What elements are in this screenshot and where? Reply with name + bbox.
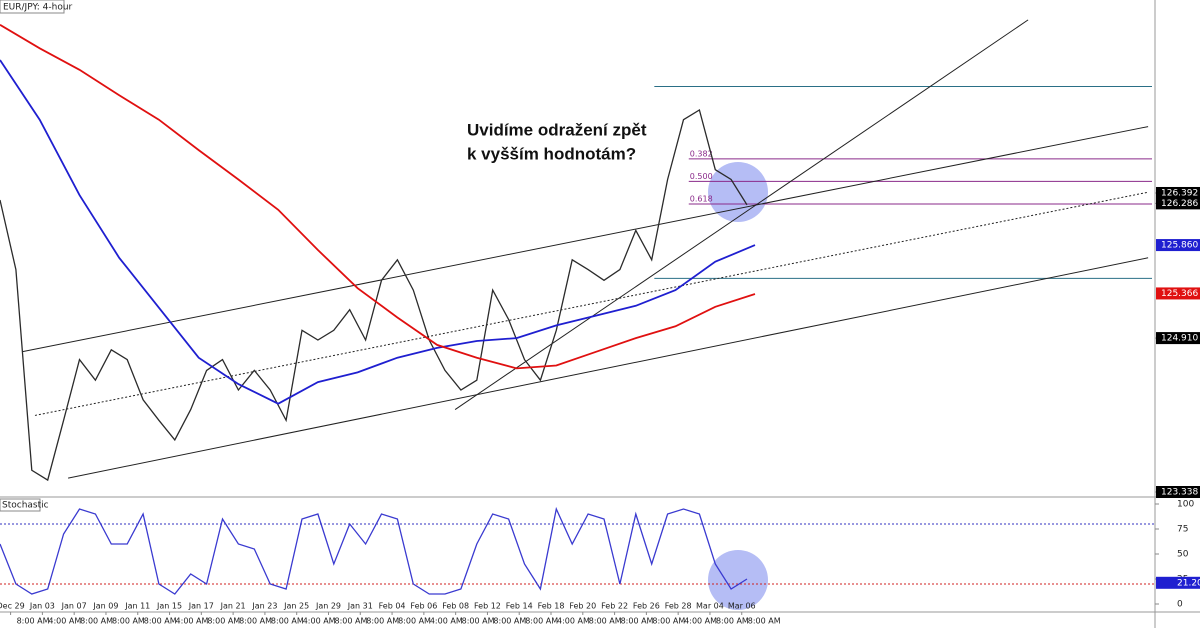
annotation: k vyšším hodnotám?	[467, 144, 636, 163]
series-line	[0, 108, 748, 482]
annotation: Uvidíme odražení zpět	[467, 120, 647, 139]
x-tick-label: Mar 04	[696, 602, 724, 611]
time-label: 8:00 AM	[748, 617, 781, 626]
trendline	[67, 257, 1149, 479]
time-label: 8:00 AM	[366, 617, 399, 626]
time-label: 8:00 AM	[462, 617, 495, 626]
x-tick-label: Jan 11	[124, 602, 150, 611]
time-label: 4:00 AM	[303, 617, 336, 626]
y-tick-label: 126.392	[1161, 188, 1198, 198]
time-label: 8:00 AM	[17, 617, 50, 626]
x-tick-label: Feb 18	[538, 602, 565, 611]
time-label: 4:00 AM	[176, 617, 209, 626]
time-label: 8:00 AM	[239, 617, 272, 626]
x-tick-label: Dec 29	[0, 602, 25, 611]
price-tag: 125.860	[1161, 241, 1198, 251]
price-tag-bg	[1156, 287, 1200, 300]
time-label: 8:00 AM	[493, 617, 526, 626]
time-label: 4:00 AM	[430, 617, 463, 626]
y-tick-label: 100	[1177, 500, 1194, 510]
level-label: 0.618	[690, 194, 713, 203]
y-tick-label: 124.910	[1161, 334, 1198, 344]
x-tick-label: Feb 14	[506, 602, 533, 611]
x-tick-label: Jan 25	[283, 602, 309, 611]
price-tag: 21.20	[1177, 578, 1200, 588]
time-label: 4:00 AM	[557, 617, 590, 626]
time-label: 8:00 AM	[271, 617, 304, 626]
level-label: 0.500	[690, 172, 713, 181]
time-label: 8:00 AM	[589, 617, 622, 626]
price-tag-bg	[1156, 239, 1200, 252]
pane-title: Stochastic	[2, 501, 49, 511]
price-tag: 125.366	[1161, 289, 1198, 299]
price-tag-bg	[1156, 186, 1200, 199]
x-tick-label: Jan 09	[92, 602, 118, 611]
time-label: 8:00 AM	[621, 617, 654, 626]
trendline	[21, 126, 1149, 353]
y-tick-label: 50	[1177, 550, 1189, 560]
y-tick-label: 75	[1177, 525, 1188, 535]
time-label: 8:00 AM	[144, 617, 177, 626]
y-tick-label: 123.338	[1161, 488, 1198, 498]
x-tick-label: Feb 12	[474, 602, 501, 611]
time-label: 8:00 AM	[207, 617, 240, 626]
time-label: 8:00 AM	[525, 617, 558, 626]
x-tick-label: Feb 20	[569, 602, 596, 611]
level-label: 0.382	[690, 149, 713, 158]
time-label: 8:00 AM	[112, 617, 145, 626]
x-tick-label: Jan 17	[188, 602, 214, 611]
time-label: 8:00 AM	[398, 617, 431, 626]
series-line	[0, 506, 748, 595]
x-tick-label: Feb 22	[601, 602, 628, 611]
title-box	[0, 0, 65, 14]
price-tag-bg	[1156, 332, 1200, 345]
x-tick-label: Mar 06	[728, 602, 756, 611]
time-label: 8:00 AM	[716, 617, 749, 626]
y-tick-label: 126.286	[1161, 199, 1198, 209]
trendline	[34, 191, 1149, 416]
x-tick-label: Feb 28	[665, 602, 692, 611]
x-tick-label: Jan 07	[61, 602, 87, 611]
x-tick-label: Jan 21	[220, 602, 246, 611]
price-tag-bg	[1156, 486, 1200, 499]
series-line	[0, 24, 756, 370]
price-tag-bg	[1156, 576, 1200, 589]
highlight	[708, 550, 768, 610]
title-box	[0, 498, 41, 512]
x-tick-label: Jan 29	[315, 602, 341, 611]
price-tag-bg	[1156, 197, 1200, 210]
x-tick-label: Jan 15	[156, 602, 182, 611]
x-tick-label: Feb 26	[633, 602, 660, 611]
time-label: 8:00 AM	[652, 617, 685, 626]
series-line	[0, 59, 756, 405]
x-tick-label: Jan 31	[347, 602, 373, 611]
x-tick-label: Jan 03	[29, 602, 55, 611]
time-label: 8:00 AM	[334, 617, 367, 626]
time-label: 4:00 AM	[684, 617, 717, 626]
x-tick-label: Feb 04	[379, 602, 406, 611]
time-label: 8:00 AM	[80, 617, 113, 626]
trendline	[454, 19, 1029, 410]
x-tick-label: Jan 23	[251, 602, 277, 611]
x-tick-label: Feb 08	[442, 602, 469, 611]
time-label: 4:00 AM	[48, 617, 81, 626]
x-tick-label: Feb 06	[410, 602, 437, 611]
y-tick-label: 0	[1177, 600, 1183, 610]
chart-title: EUR/JPY: 4-hour	[3, 3, 73, 13]
